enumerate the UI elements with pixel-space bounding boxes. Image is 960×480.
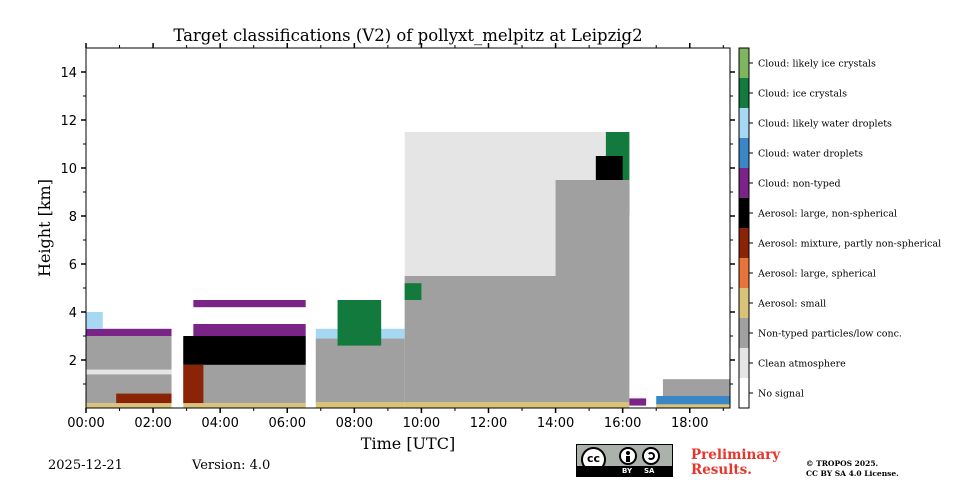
class-region <box>86 403 172 408</box>
legend-label: Aerosol: mixture, partly non-spherical <box>757 239 941 250</box>
class-region <box>193 300 306 308</box>
class-region <box>404 402 630 408</box>
legend-label: No signal <box>758 389 804 400</box>
class-region <box>315 338 405 404</box>
cc-logo-text: cc <box>586 452 601 465</box>
by-person-icon <box>619 447 637 465</box>
x-tick-label: 12:00 <box>470 416 507 431</box>
x-tick-label: 14:00 <box>537 416 574 431</box>
colorbar-legend: No signal Clean atmosphere Non-typed parti… <box>738 47 941 409</box>
legend-label: Non-typed particles/low conc. <box>758 329 902 340</box>
class-region <box>662 379 730 396</box>
x-tick-label: 16:00 <box>604 416 641 431</box>
x-tick-label: 00:00 <box>67 416 104 431</box>
class-region <box>183 403 306 408</box>
legend-swatch <box>739 48 749 78</box>
preliminary-notice: Preliminary Results. <box>691 448 780 478</box>
class-region <box>404 283 422 300</box>
cc-strip: BY SA <box>577 466 672 476</box>
legend-swatch <box>739 108 749 138</box>
legend-label: Clean atmosphere <box>758 359 846 370</box>
class-region <box>183 336 306 365</box>
cc-license-badge: cc BY SA <box>576 444 673 477</box>
class-region <box>315 402 405 408</box>
y-tick-label: 6 <box>69 258 77 273</box>
chart-title: Target classifications (V2) of pollyxt_m… <box>173 26 642 45</box>
x-tick-label: 04:00 <box>201 416 238 431</box>
x-tick-label: 10:00 <box>403 416 440 431</box>
y-tick-label: 8 <box>69 210 77 225</box>
legend-swatch <box>739 258 749 288</box>
y-tick-label: 2 <box>69 354 77 369</box>
legend-swatch <box>739 78 749 108</box>
cc-sa-label: SA <box>644 467 655 475</box>
class-region <box>337 300 382 346</box>
version-label: Version: 4.0 <box>192 458 271 473</box>
class-region <box>656 404 730 408</box>
legend-label: Cloud: ice crystals <box>758 89 847 100</box>
class-region <box>86 328 172 336</box>
legend-swatch <box>739 318 749 348</box>
plot-area <box>86 48 730 408</box>
y-tick-label: 10 <box>60 162 77 177</box>
y-tick-label: 14 <box>60 66 77 81</box>
share-alike-icon <box>642 447 660 465</box>
x-axis-label: Time [UTC] <box>361 434 455 453</box>
class-region <box>86 312 103 329</box>
y-tick-label: 4 <box>69 306 77 321</box>
class-region <box>404 276 630 404</box>
x-tick-label: 06:00 <box>269 416 306 431</box>
x-tick-label: 08:00 <box>336 416 373 431</box>
y-axis-label: Height [km] <box>35 179 54 277</box>
class-region <box>555 180 630 276</box>
preliminary-line-2: Results. <box>691 462 752 478</box>
class-region <box>116 393 172 404</box>
legend-swatch <box>739 348 749 378</box>
copyright-line-1: © TROPOS 2025. <box>806 459 879 468</box>
class-region <box>193 324 306 336</box>
x-tick-label: 02:00 <box>134 416 171 431</box>
legend-swatch <box>739 378 749 408</box>
class-region <box>183 364 204 404</box>
copyright-notice: © TROPOS 2025. CC BY SA 4.0 License. <box>806 459 899 479</box>
legend-swatch <box>739 228 749 258</box>
class-region <box>86 369 172 375</box>
class-region <box>629 398 647 406</box>
legend-label: Cloud: water droplets <box>758 149 863 160</box>
preliminary-line-1: Preliminary <box>691 447 781 463</box>
date-label: 2025-12-21 <box>48 458 123 473</box>
legend-label: Cloud: likely ice crystals <box>758 59 876 70</box>
legend-swatch <box>739 198 749 228</box>
y-tick-label: 12 <box>60 114 77 129</box>
cc-by-label: BY <box>622 467 633 475</box>
legend-label: Aerosol: large, spherical <box>757 269 876 280</box>
plot-frame <box>85 47 731 409</box>
x-tick-label: 18:00 <box>671 416 708 431</box>
class-region <box>656 396 730 405</box>
legend-label: Aerosol: large, non-spherical <box>757 209 897 220</box>
legend-label: Cloud: likely water droplets <box>758 119 892 130</box>
axes: 00:00 02:00 04:00 06:00 08:00 10:00 12:00 14:00… <box>60 43 735 431</box>
copyright-line-2: CC BY SA 4.0 License. <box>806 469 899 478</box>
legend-label: Aerosol: small <box>757 299 826 310</box>
legend-frame <box>738 47 750 409</box>
legend-swatch <box>739 288 749 318</box>
legend-swatch <box>739 168 749 198</box>
legend-label: Cloud: non-typed <box>758 179 841 190</box>
legend-swatch <box>739 138 749 168</box>
